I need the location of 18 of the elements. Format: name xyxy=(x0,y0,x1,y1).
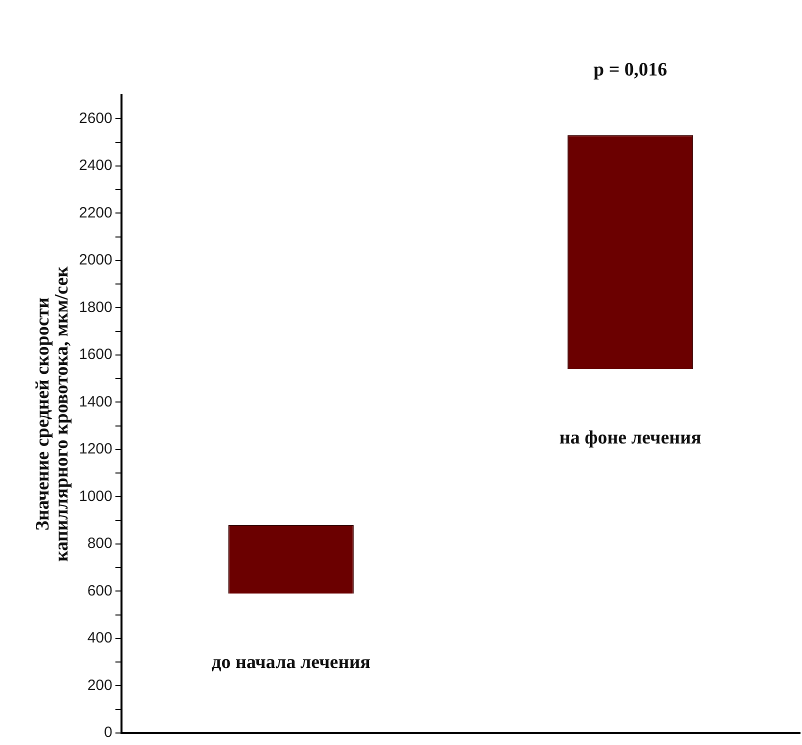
y-tick-label: 1200 xyxy=(78,440,112,458)
y-tick-label: 2200 xyxy=(78,204,112,222)
y-axis-title: Значение средней скорости капиллярного кровотока, мкм/сек xyxy=(32,266,72,562)
y-tick-label: 400 xyxy=(87,630,112,647)
y-tick-label: 1000 xyxy=(78,488,112,505)
y-tick-label: 600 xyxy=(87,582,112,600)
y-tick-label: 2600 xyxy=(78,110,112,127)
y-tick-label: 2400 xyxy=(78,157,112,174)
y-tick-label: 2000 xyxy=(78,252,112,269)
y-tick-label: 200 xyxy=(87,676,112,694)
y-tick-label: 1800 xyxy=(78,298,112,316)
x-tick-label: до начала лечения xyxy=(212,652,370,673)
x-tick-label: на фоне лечения xyxy=(559,428,702,449)
text: p = 0,016 xyxy=(594,60,668,81)
y-tick-label: 1600 xyxy=(78,346,112,364)
y-tick-label: 0 xyxy=(104,724,112,742)
y-tick-label: 800 xyxy=(87,535,112,552)
y-tick-label: 1400 xyxy=(78,393,112,410)
